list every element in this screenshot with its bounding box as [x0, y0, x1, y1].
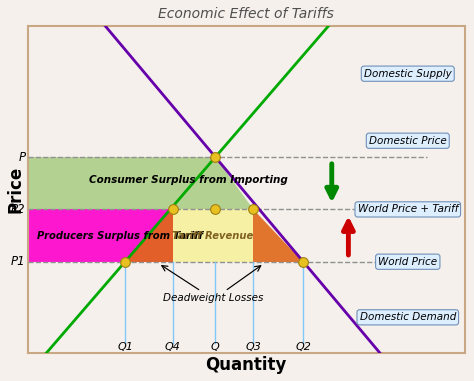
Text: Domestic Demand: Domestic Demand — [360, 312, 456, 322]
Text: P: P — [18, 150, 25, 163]
Text: Producers Surplus from Tariff: Producers Surplus from Tariff — [37, 231, 203, 240]
Text: World Price + Tariff: World Price + Tariff — [357, 204, 458, 215]
Polygon shape — [27, 157, 254, 210]
X-axis label: Quantity: Quantity — [206, 356, 287, 374]
Text: Deadweight Losses: Deadweight Losses — [163, 293, 263, 303]
Y-axis label: Price: Price — [7, 166, 25, 213]
Text: Domestic Supply: Domestic Supply — [364, 69, 452, 79]
Polygon shape — [125, 210, 173, 262]
Polygon shape — [173, 210, 254, 262]
Polygon shape — [27, 210, 173, 262]
Text: Domestic Price: Domestic Price — [369, 136, 447, 146]
Text: Q4: Q4 — [164, 342, 181, 352]
Text: Q2: Q2 — [295, 342, 311, 352]
Title: Economic Effect of Tariffs: Economic Effect of Tariffs — [158, 7, 334, 21]
Polygon shape — [254, 210, 303, 262]
Text: Q3: Q3 — [246, 342, 261, 352]
Text: P2: P2 — [11, 203, 25, 216]
Text: P1: P1 — [11, 255, 25, 268]
Text: Q1: Q1 — [117, 342, 133, 352]
Text: World Price: World Price — [378, 257, 438, 267]
Text: Q: Q — [211, 342, 220, 352]
Text: Consumer Surplus from Importing: Consumer Surplus from Importing — [90, 175, 288, 185]
Text: Tariff Revenue: Tariff Revenue — [173, 231, 254, 240]
